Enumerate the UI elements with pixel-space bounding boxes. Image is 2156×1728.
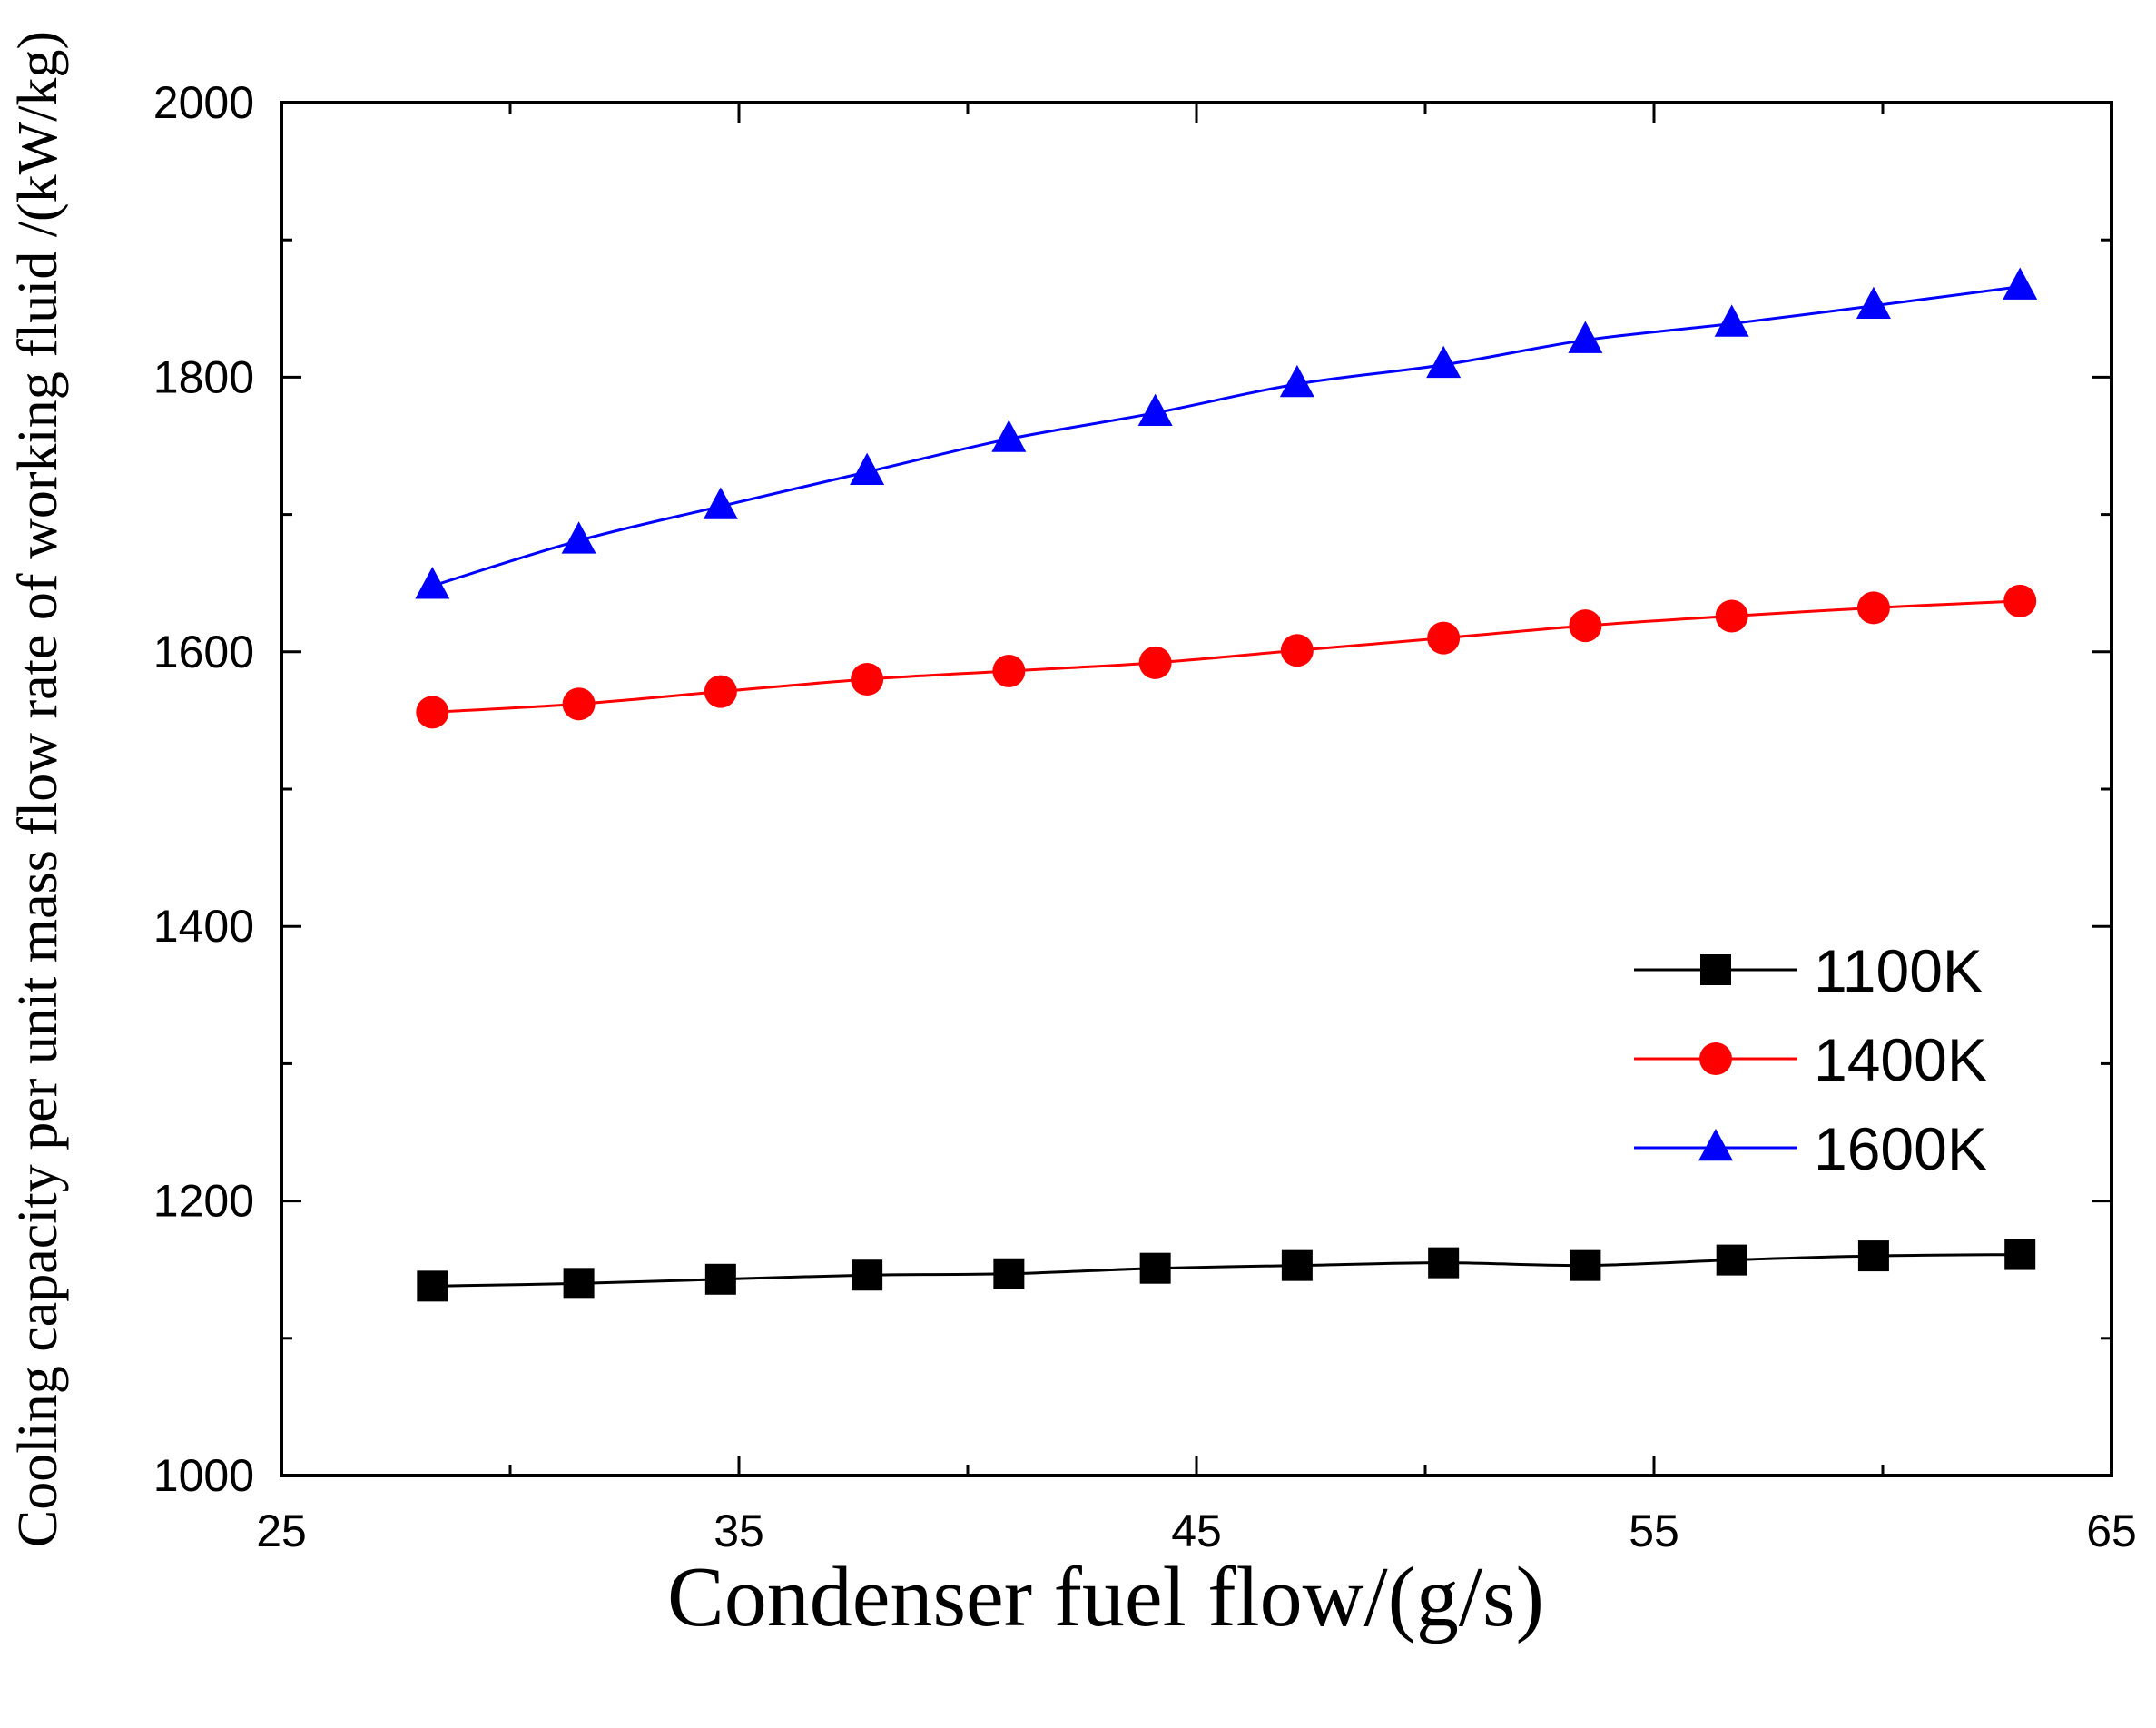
series-line-1400k: [432, 599, 2021, 714]
data-point-1600k: [2003, 267, 2038, 300]
data-point-1600k: [415, 567, 450, 599]
y-tick-label: 1600: [153, 627, 254, 677]
data-point-1100k: [1281, 1249, 1313, 1281]
data-point-1400k: [1856, 591, 1890, 625]
x-tick-label: 45: [1171, 1506, 1222, 1556]
data-point-1600k: [1714, 304, 1749, 337]
legend-label-1400k: 1400K: [1814, 1026, 1987, 1093]
data-point-1600k: [1279, 364, 1314, 398]
data-point-1100k: [1716, 1244, 1747, 1276]
series-layer: [415, 267, 2038, 1302]
x-tick-label: 55: [1629, 1506, 1679, 1556]
data-point-1400k: [416, 696, 449, 729]
data-point-1400k: [562, 687, 596, 721]
plot-frame: [280, 101, 2113, 1477]
series-1600k: [415, 267, 2038, 599]
data-point-1400k: [992, 654, 1026, 687]
data-point-1100k: [1570, 1249, 1601, 1281]
axis-ticks: 25 35 45 55 65 1000 1200 1400 1600 1800 2000: [153, 77, 2137, 1556]
data-point-1400k: [1715, 599, 1748, 633]
data-point-1400k: [1427, 621, 1461, 655]
legend-item-1400k: 1400K: [1634, 1026, 1987, 1093]
legend-label-1100k: 1100K: [1814, 937, 1983, 1004]
data-point-1100k: [2004, 1239, 2036, 1270]
legend-marker-1100k: [1700, 954, 1731, 985]
legend-marker-1400k: [1699, 1042, 1732, 1075]
data-point-1600k: [1137, 393, 1173, 426]
legend-label-1600k: 1600K: [1814, 1115, 1987, 1182]
data-point-1400k: [2003, 584, 2037, 617]
data-point-1600k: [1426, 345, 1462, 379]
x-tick-label: 65: [2086, 1506, 2137, 1556]
series-1400k: [416, 584, 2037, 729]
data-point-1100k: [993, 1258, 1025, 1289]
y-tick-label: 1400: [153, 901, 254, 952]
data-point-1600k: [991, 420, 1027, 452]
data-point-1600k: [850, 452, 885, 486]
data-point-1400k: [704, 675, 737, 708]
data-point-1600k: [561, 521, 596, 554]
legend-marker-1600k: [1698, 1128, 1733, 1161]
data-point-1100k: [1857, 1240, 1889, 1272]
data-point-1600k: [1568, 321, 1603, 353]
data-point-1600k: [1856, 286, 1891, 320]
series-line-1100k: [432, 1253, 2021, 1288]
data-point-1600k: [703, 487, 738, 519]
data-point-1100k: [1428, 1247, 1460, 1279]
y-tick-label: 1200: [153, 1176, 254, 1227]
data-point-1100k: [417, 1270, 448, 1302]
legend-item-1600k: 1600K: [1634, 1115, 1987, 1182]
y-axis-title: Cooling capacity per unit mass flow rate…: [7, 31, 69, 1547]
data-point-1100k: [704, 1263, 736, 1295]
y-tick-label: 1800: [153, 351, 254, 402]
y-tick-label: 2000: [153, 77, 254, 128]
data-point-1400k: [1569, 609, 1602, 643]
legend: 1100K 1400K 1600K: [1634, 937, 1987, 1182]
data-point-1100k: [852, 1259, 883, 1291]
legend-item-1100k: 1100K: [1634, 937, 1983, 1004]
data-point-1400k: [1280, 634, 1314, 667]
x-tick-label: 25: [256, 1506, 307, 1556]
series-1100k: [417, 1239, 2036, 1302]
data-point-1100k: [563, 1268, 595, 1299]
data-point-1400k: [1138, 646, 1172, 679]
series-line-1600k: [431, 285, 2021, 588]
data-point-1100k: [1139, 1252, 1171, 1284]
y-tick-label: 1000: [153, 1450, 254, 1501]
data-point-1400k: [851, 663, 884, 696]
x-axis-title: Condenser fuel flow/(g/s): [667, 1550, 1544, 1644]
x-tick-label: 35: [714, 1506, 764, 1556]
